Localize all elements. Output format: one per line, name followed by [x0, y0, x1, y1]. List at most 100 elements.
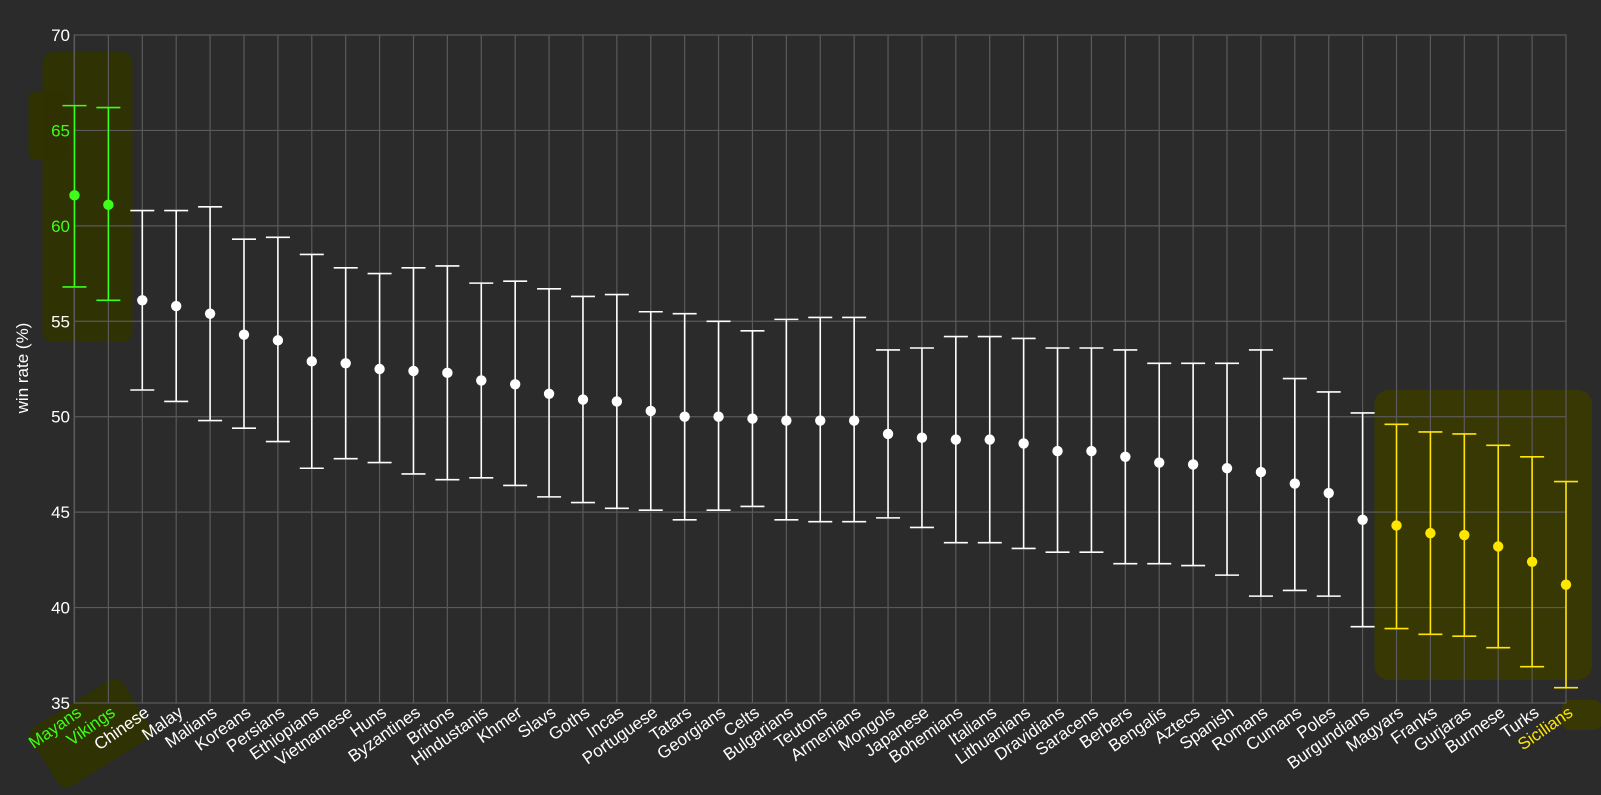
- data-point: [679, 411, 690, 422]
- data-point: [713, 411, 724, 422]
- data-point: [1560, 579, 1572, 590]
- data-point: [747, 413, 758, 424]
- data-point: [645, 405, 656, 417]
- data-point: [306, 356, 317, 367]
- data-point: [611, 396, 623, 407]
- data-point: [1120, 451, 1131, 462]
- errorbar-sicilians: [1554, 480, 1578, 689]
- y-axis-label: win rate (%): [13, 323, 32, 415]
- y-tick-label: 60: [51, 217, 70, 236]
- errorbar-turks: [1520, 455, 1545, 668]
- data-point: [1323, 487, 1334, 499]
- errorbar-ethiopians: [299, 253, 324, 470]
- errorbar-mayans: [62, 104, 87, 288]
- errorbar-persians: [265, 236, 290, 443]
- data-point: [204, 308, 216, 319]
- errorbar-chinese: [130, 209, 155, 391]
- data-point: [137, 295, 148, 306]
- data-point: [272, 335, 284, 346]
- highlight-bottom-region: [1374, 390, 1592, 680]
- data-point: [442, 367, 453, 379]
- y-tick-label: 35: [51, 694, 70, 713]
- errorbar-vietnamese: [333, 267, 358, 460]
- errorbar-italians: [977, 335, 1002, 544]
- data-point: [69, 190, 80, 201]
- errorbar-bengalis: [1147, 362, 1172, 565]
- data-point: [1255, 466, 1267, 478]
- data-point: [577, 394, 589, 405]
- y-tick-labels: 35 40 45 50 55 60 65 70: [51, 26, 70, 713]
- errorbar-cumans: [1282, 377, 1307, 592]
- errorbar-lithuanians: [1011, 337, 1036, 550]
- errorbar-malay: [164, 209, 189, 403]
- data-point: [815, 415, 826, 426]
- errorbar-franks: [1418, 431, 1443, 636]
- errorbar-hindustanis: [469, 282, 494, 479]
- data-point: [103, 199, 114, 211]
- errorbar-teutons: [808, 316, 833, 523]
- data-point: [170, 300, 182, 312]
- data-point: [916, 432, 928, 443]
- data-point: [1459, 529, 1470, 541]
- data-point: [408, 365, 419, 377]
- data-point: [1086, 445, 1097, 457]
- data-point: [238, 329, 250, 340]
- data-point: [1289, 478, 1301, 489]
- data-point: [984, 434, 995, 445]
- data-point: [1526, 556, 1538, 567]
- data-point: [1357, 514, 1368, 525]
- errorbar-bohemians: [943, 335, 968, 544]
- y-tick-label: 40: [51, 599, 70, 618]
- x-tick-labels: MayansVikingsChineseMalayMaliansKoreansP…: [25, 702, 1576, 773]
- y-tick-label: 55: [51, 312, 70, 331]
- y-tick-label: 70: [51, 26, 70, 45]
- data-point: [1187, 459, 1199, 470]
- data-point: [848, 415, 860, 426]
- errorbar-koreans: [231, 238, 256, 429]
- highlight-top-region-notch: [28, 92, 69, 160]
- errorbar-malians: [198, 205, 223, 422]
- errorbar-bulgarians: [774, 318, 799, 521]
- data-point: [1221, 463, 1233, 474]
- data-point: [1154, 457, 1165, 468]
- highlight-layer: [28, 52, 1601, 788]
- errorbar-romans: [1248, 349, 1273, 597]
- errorbar-celts: [740, 330, 765, 508]
- errorbar-saracens: [1079, 347, 1104, 554]
- errorbar-gurjaras: [1452, 433, 1477, 638]
- errorbar-aztecs: [1181, 362, 1206, 567]
- errorbar-goths: [570, 295, 595, 504]
- data-point: [1052, 445, 1063, 457]
- errorbar-armenians: [842, 316, 867, 523]
- errorbar-japanese: [909, 347, 934, 529]
- errorbar-burgundians: [1350, 412, 1375, 628]
- data-point: [1493, 541, 1504, 552]
- data-point: [882, 428, 894, 440]
- data-point: [374, 363, 385, 375]
- highlight-top-labels: [29, 678, 151, 788]
- errorbar-magyars: [1384, 423, 1409, 630]
- y-tick-label: 45: [51, 503, 70, 522]
- data-point: [476, 375, 487, 386]
- data-point: [509, 379, 521, 390]
- data-point: [781, 415, 792, 426]
- errorbar-britons: [435, 265, 460, 481]
- y-tick-label: 50: [51, 408, 70, 427]
- errorbar-mongols: [876, 349, 901, 519]
- errorbar-georgians: [706, 320, 731, 512]
- errorbar-portuguese: [638, 310, 663, 512]
- errorbar-huns: [367, 272, 392, 464]
- errorbar-berbers: [1113, 349, 1138, 565]
- data-point: [340, 358, 351, 369]
- data-point: [543, 388, 555, 400]
- errorbar-slavs: [537, 288, 562, 498]
- errorbar-incas: [604, 293, 629, 510]
- errorbar-byzantines: [401, 267, 426, 475]
- errorbar-khmer: [503, 280, 528, 487]
- series-layer: [62, 104, 1578, 689]
- data-point: [950, 434, 962, 445]
- errorbar-dravidians: [1045, 347, 1070, 554]
- highlight-bottom-tail: [1562, 700, 1601, 730]
